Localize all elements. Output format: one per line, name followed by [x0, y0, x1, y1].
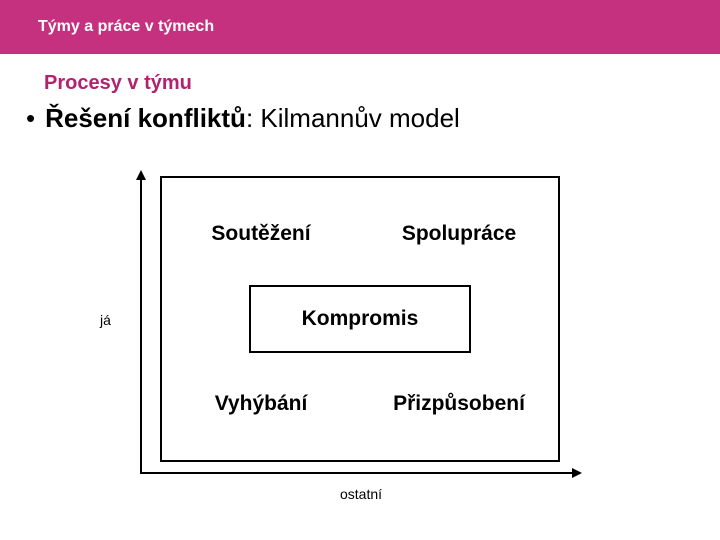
section-subtitle: Procesy v týmu [44, 72, 720, 95]
axis-x-label: ostatní [340, 486, 382, 502]
bullet-dot: • [26, 105, 35, 131]
axis-horizontal [140, 472, 580, 474]
quadrant-bottom-left: Vyhýbání [162, 347, 360, 460]
header-bar: Týmy a práce v týmech [0, 0, 720, 54]
quadrant-top-left: Soutěžení [162, 178, 360, 291]
kilmann-diagram: Soutěžení Spolupráce Vyhýbání Přizpůsobe… [140, 172, 600, 522]
quadrant-center: Kompromis [249, 285, 471, 353]
bullet-rest: : Kilmannův model [246, 103, 460, 133]
quadrant-top-right: Spolupráce [360, 178, 558, 291]
bullet-bold: Řešení konfliktů [45, 103, 246, 133]
bullet-text: Řešení konfliktů: Kilmannův model [45, 103, 460, 134]
quadrant-box: Soutěžení Spolupráce Vyhýbání Přizpůsobe… [160, 176, 560, 462]
axis-vertical [140, 172, 142, 472]
header-title: Týmy a práce v týmech [38, 18, 214, 36]
bullet-row: • Řešení konfliktů: Kilmannův model [26, 103, 720, 134]
quadrant-bottom-right: Přizpůsobení [360, 347, 558, 460]
axis-y-label: já [100, 312, 111, 328]
